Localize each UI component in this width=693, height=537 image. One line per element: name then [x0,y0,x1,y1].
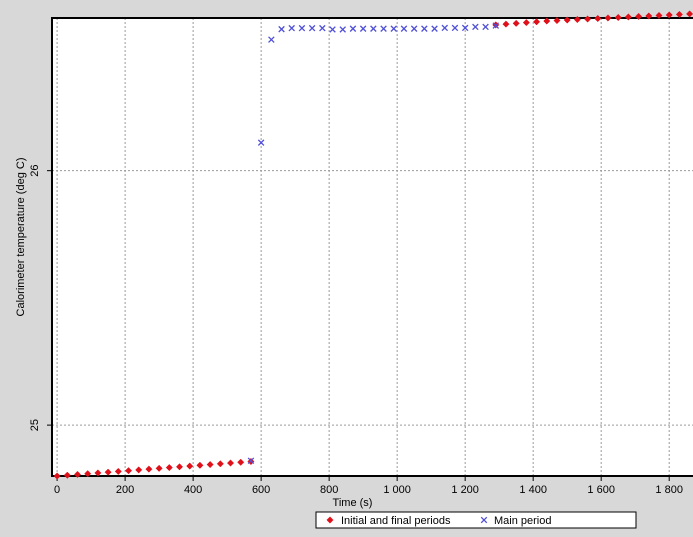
data-point-main-period [451,24,459,32]
data-point-main-period [247,457,255,464]
data-point-initial-final [533,18,541,26]
data-point-main-period [400,25,408,32]
data-point-initial-final [114,467,122,475]
data-point-initial-final [206,460,214,469]
data-point-main-period [298,24,306,32]
plot-background [52,18,693,476]
data-point-main-period [278,25,285,33]
data-point-initial-final [553,16,561,25]
y-axis-label: Calorimeter temperature (deg C) [15,158,27,317]
data-point-initial-final [686,10,693,18]
data-point-main-period [482,23,489,31]
data-point-initial-final [645,12,653,20]
data-point-main-period [472,23,479,31]
data-point-main-period [380,25,387,32]
data-point-main-period [288,24,295,32]
x-tick-label: 200 [116,484,134,496]
x-tick-label: 800 [320,484,338,496]
legend-cross-marker [480,516,488,524]
data-point-main-period [359,25,367,32]
y-axis-ticks: 25 26 [29,165,52,431]
data-point-initial-final [84,470,92,478]
x-tick-label: 1 400 [519,484,547,496]
data-point-initial-final [94,469,102,477]
y-tick-label: 26 [29,165,41,177]
data-point-initial-final [675,10,683,18]
x-tick-label: 400 [184,484,202,496]
data-point-main-period [308,24,316,32]
data-point-main-period [329,26,336,33]
x-axis-label: Time (s) [333,497,373,509]
data-point-main-period [268,36,275,43]
data-point-initial-final [175,463,184,471]
data-point-initial-final [226,459,235,467]
data-point-main-period [370,25,377,32]
data-point-initial-final [655,11,663,20]
data-point-main-period [421,25,428,32]
data-point-initial-final [614,13,622,22]
data-point-initial-final [63,471,71,479]
legend-marker-main-period [480,516,488,524]
data-point-initial-final [594,14,602,23]
data-point-main-period [492,22,500,29]
legend: Initial and final periods Main period [315,511,637,529]
data-point-initial-final [665,11,673,19]
data-point-main-period [390,25,398,32]
data-point-main-period [257,139,265,146]
data-point-initial-final [135,466,143,474]
x-tick-label: 1 600 [587,484,615,496]
data-point-initial-final [522,19,530,27]
data-point-initial-final [624,13,632,21]
data-point-initial-final [186,462,194,470]
data-point-initial-final [196,461,204,469]
x-tick-label: 0 [54,484,60,496]
data-point-main-period [410,25,418,32]
legend-box [315,511,637,529]
data-point-initial-final [53,472,61,480]
data-point-initial-final [165,464,173,472]
x-axis-ticks: 0 200 400 600 800 1 000 1 200 1 400 1 600 1 800 [54,476,683,496]
data-points [53,10,693,480]
data-point-initial-final [512,19,520,27]
data-point-main-period [349,25,357,32]
data-point-main-period [461,24,469,32]
data-point-initial-final [635,12,643,21]
x-tick-label: 1 200 [451,484,479,496]
grid [52,18,693,476]
data-point-initial-final [543,17,551,25]
data-point-initial-final [584,15,592,23]
data-point-initial-final [104,468,112,476]
data-point-initial-final [124,467,133,475]
legend-label-main-period: Main period [494,515,551,527]
y-tick-label: 25 [29,419,41,431]
legend-label-initial-final: Initial and final periods [341,515,451,527]
data-point-main-period [339,26,347,33]
data-point-initial-final [145,465,153,473]
x-tick-label: 600 [252,484,270,496]
data-point-initial-final [73,470,82,479]
data-point-initial-final [604,14,612,22]
data-point-initial-final [216,460,224,468]
legend-marker-initial-final [326,516,334,524]
data-point-main-period [319,24,326,32]
data-point-main-period [441,24,449,32]
data-point-initial-final [502,20,510,28]
x-tick-label: 1 000 [383,484,411,496]
data-point-main-period [431,25,438,32]
plot-area-frame [51,17,693,477]
data-point-initial-final [563,16,571,24]
data-point-initial-final [155,464,163,472]
x-tick-label: 1 800 [655,484,683,496]
data-point-initial-final [237,458,245,466]
data-point-initial-final [573,15,581,24]
legend-diamond-marker [326,516,334,524]
